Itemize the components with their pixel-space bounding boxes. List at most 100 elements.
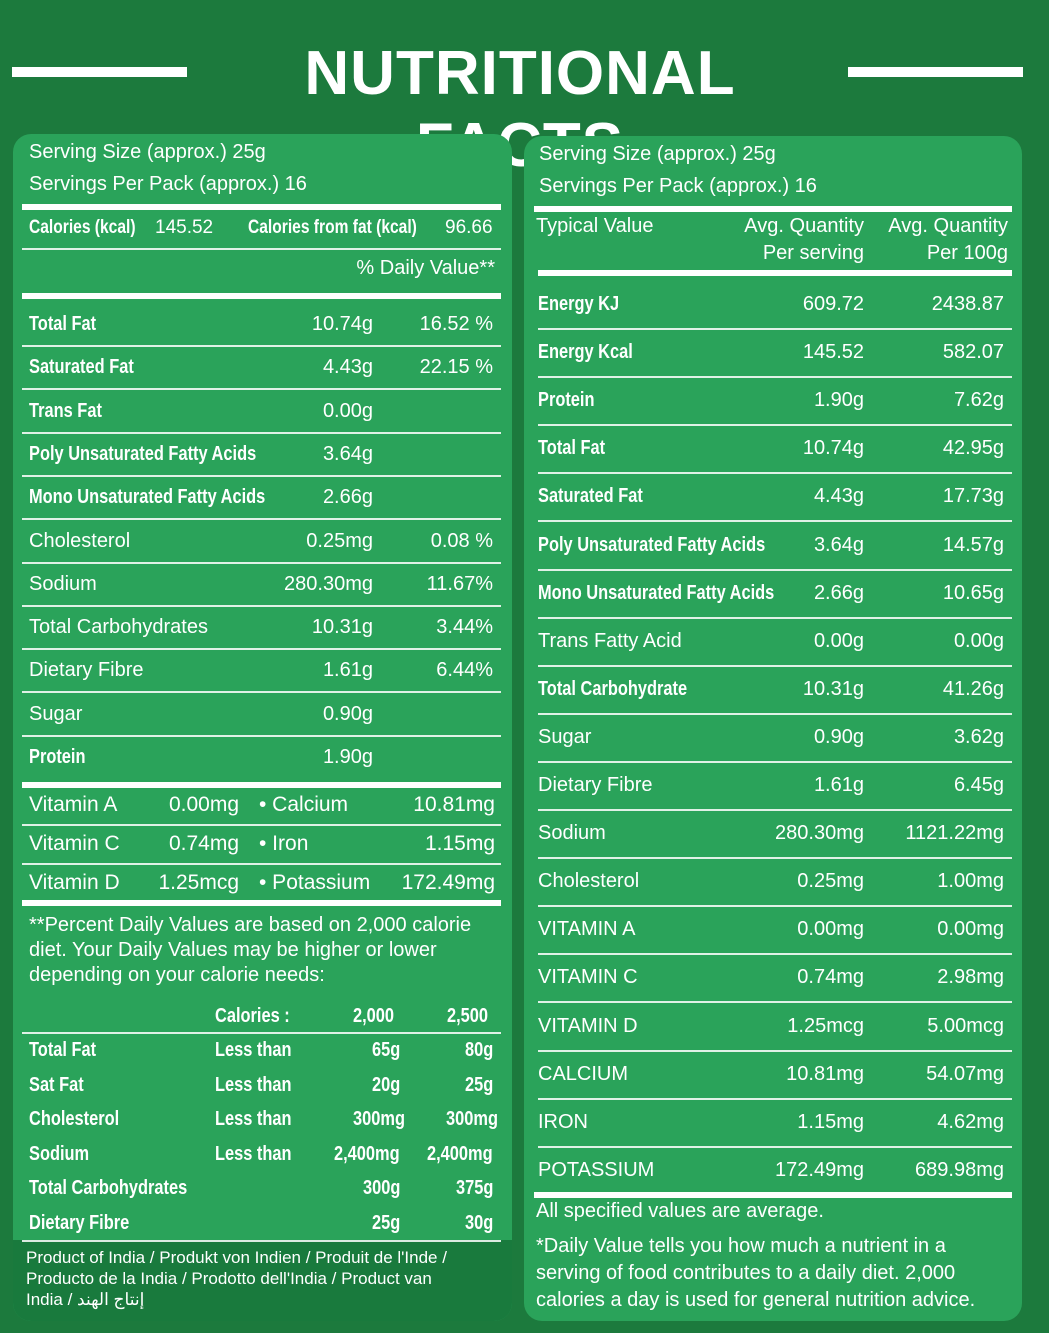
nutrient-amount: 1.61g	[322, 659, 373, 682]
per-serving-value: 10.31g	[802, 677, 864, 700]
per-100g-value: 42.95g	[942, 437, 1004, 460]
servings-per-pack: Servings Per Pack (approx.) 16	[29, 173, 307, 195]
reference-condition: Less than	[215, 1039, 292, 1061]
reference-2500: 30g	[465, 1212, 494, 1234]
calories-fat-value: 96.66	[445, 217, 493, 238]
reference-2000: 300g	[362, 1177, 400, 1200]
nutrient-name: IRON	[538, 1110, 588, 1133]
calories-label: Calories (kcal)	[29, 217, 136, 238]
per-serving-value: 0.90g	[813, 725, 864, 748]
nutrient-name: Cholesterol	[538, 870, 640, 893]
per-100g-value: 14.57g	[942, 533, 1004, 556]
per-serving-value: 1.15mg	[797, 1110, 864, 1133]
reference-nutrient: Sat Fat	[29, 1073, 84, 1096]
nutrient-amount: 3.64g	[322, 442, 373, 465]
mineral-name: • Potassium	[259, 871, 371, 894]
vitamin-name: Vitamin C	[29, 832, 120, 855]
vitamin-value: 0.00mg	[168, 793, 239, 816]
divider	[22, 734, 501, 737]
nutrient-name: Poly Unsaturated Fatty Acids	[538, 533, 766, 556]
per-serving-value: 2.66g	[813, 581, 864, 604]
divider	[538, 328, 1012, 330]
nutrient-name: VITAMIN C	[538, 966, 638, 989]
mineral-value: 1.15mg	[424, 832, 495, 855]
per-serving-header-1: Avg. Quantity	[744, 215, 864, 237]
nutrient-name: Dietary Fibre	[538, 774, 653, 796]
nutrient-amount: 0.90g	[322, 702, 373, 725]
divider	[538, 568, 1012, 571]
daily-value-note-line: calories a day is used for general nutri…	[536, 1289, 976, 1311]
nutrient-amount: 4.43g	[322, 356, 373, 379]
nutrient-amount: 0.00g	[322, 399, 373, 422]
divider	[22, 345, 501, 347]
divider	[538, 809, 1012, 811]
per-100g-value: 0.00g	[953, 629, 1004, 652]
per-100g-header-1: Avg. Quantity	[888, 215, 1008, 237]
nutrient-daily-value: 16.52 %	[419, 313, 493, 335]
per-100g-value: 2.98mg	[937, 966, 1004, 989]
per-serving-value: 1.25mcg	[787, 1014, 864, 1037]
divider	[538, 712, 1012, 715]
divider	[22, 431, 501, 434]
per-100g-value: 5.00mcg	[927, 1014, 1004, 1037]
divider	[22, 293, 501, 299]
serving-size: Serving Size (approx.) 25g	[539, 143, 776, 165]
nutrient-name: Mono Unsaturated Fatty Acids	[538, 581, 775, 604]
per-serving-value: 609.72	[802, 293, 864, 315]
per-100g-value: 17.73g	[942, 485, 1004, 508]
divider	[534, 206, 1012, 212]
mineral-value: 10.81mg	[413, 793, 495, 816]
vitamin-name: Vitamin A	[29, 793, 118, 816]
nutrient-name: Energy KJ	[538, 293, 620, 315]
ref-col-2500: 2,500	[447, 1005, 489, 1027]
divider	[22, 900, 501, 906]
reference-2000: 65g	[372, 1039, 401, 1061]
nutrient-amount: 280.30mg	[284, 572, 373, 595]
divider	[22, 648, 501, 651]
title-rule-left	[12, 67, 187, 77]
nutrient-name: Total Carbohydrate	[538, 677, 688, 700]
nutrient-name: Trans Fat	[29, 399, 102, 422]
divider	[538, 1145, 1012, 1148]
nutrient-daily-value: 6.44%	[436, 659, 493, 682]
per-serving-value: 10.81mg	[786, 1062, 864, 1085]
reference-nutrient: Total Fat	[29, 1039, 97, 1061]
servings-per-pack: Servings Per Pack (approx.) 16	[539, 175, 817, 197]
divider	[538, 905, 1012, 908]
divider	[538, 1049, 1012, 1052]
reference-2000: 300mg	[353, 1108, 405, 1131]
per-serving-value: 280.30mg	[775, 822, 864, 845]
nutrient-name: Dietary Fibre	[29, 659, 144, 682]
nutrient-name: VITAMIN A	[538, 918, 636, 941]
per-100g-value: 3.62g	[953, 725, 1004, 748]
vitamin-name: Vitamin D	[29, 871, 120, 894]
nutrient-name: Sodium	[29, 572, 97, 595]
divider	[538, 760, 1012, 763]
nutrient-amount: 1.90g	[322, 746, 373, 768]
nutrient-name: VITAMIN D	[538, 1014, 638, 1037]
divider	[22, 782, 501, 788]
divider	[538, 1097, 1012, 1100]
per-serving-value: 145.52	[802, 341, 864, 364]
per-100g-value: 582.07	[942, 341, 1004, 364]
divider	[22, 604, 501, 607]
reference-2000: 2,400mg	[333, 1142, 400, 1165]
typical-value-header: Typical Value	[536, 215, 654, 237]
per-100g-value: 1121.22mg	[905, 822, 1004, 845]
nutrient-name: Energy Kcal	[538, 341, 633, 364]
divider	[538, 1001, 1012, 1004]
nutrient-name: Protein	[538, 389, 595, 412]
nutrient-daily-value: 0.08 %	[430, 529, 493, 552]
origin-band	[13, 1240, 512, 1321]
nutrient-name: Saturated Fat	[538, 485, 643, 508]
reference-condition: Less than	[215, 1142, 292, 1165]
divider	[538, 664, 1012, 667]
nutrient-name: Total Fat	[29, 313, 97, 335]
divider	[538, 953, 1012, 956]
per-serving-value: 10.74g	[802, 437, 864, 460]
serving-size: Serving Size (approx.) 25g	[29, 141, 266, 163]
per-100g-value: 2438.87	[931, 293, 1004, 315]
divider	[538, 857, 1012, 860]
reference-nutrient: Total Carbohydrates	[29, 1177, 188, 1200]
per-serving-value: 3.64g	[813, 533, 864, 556]
